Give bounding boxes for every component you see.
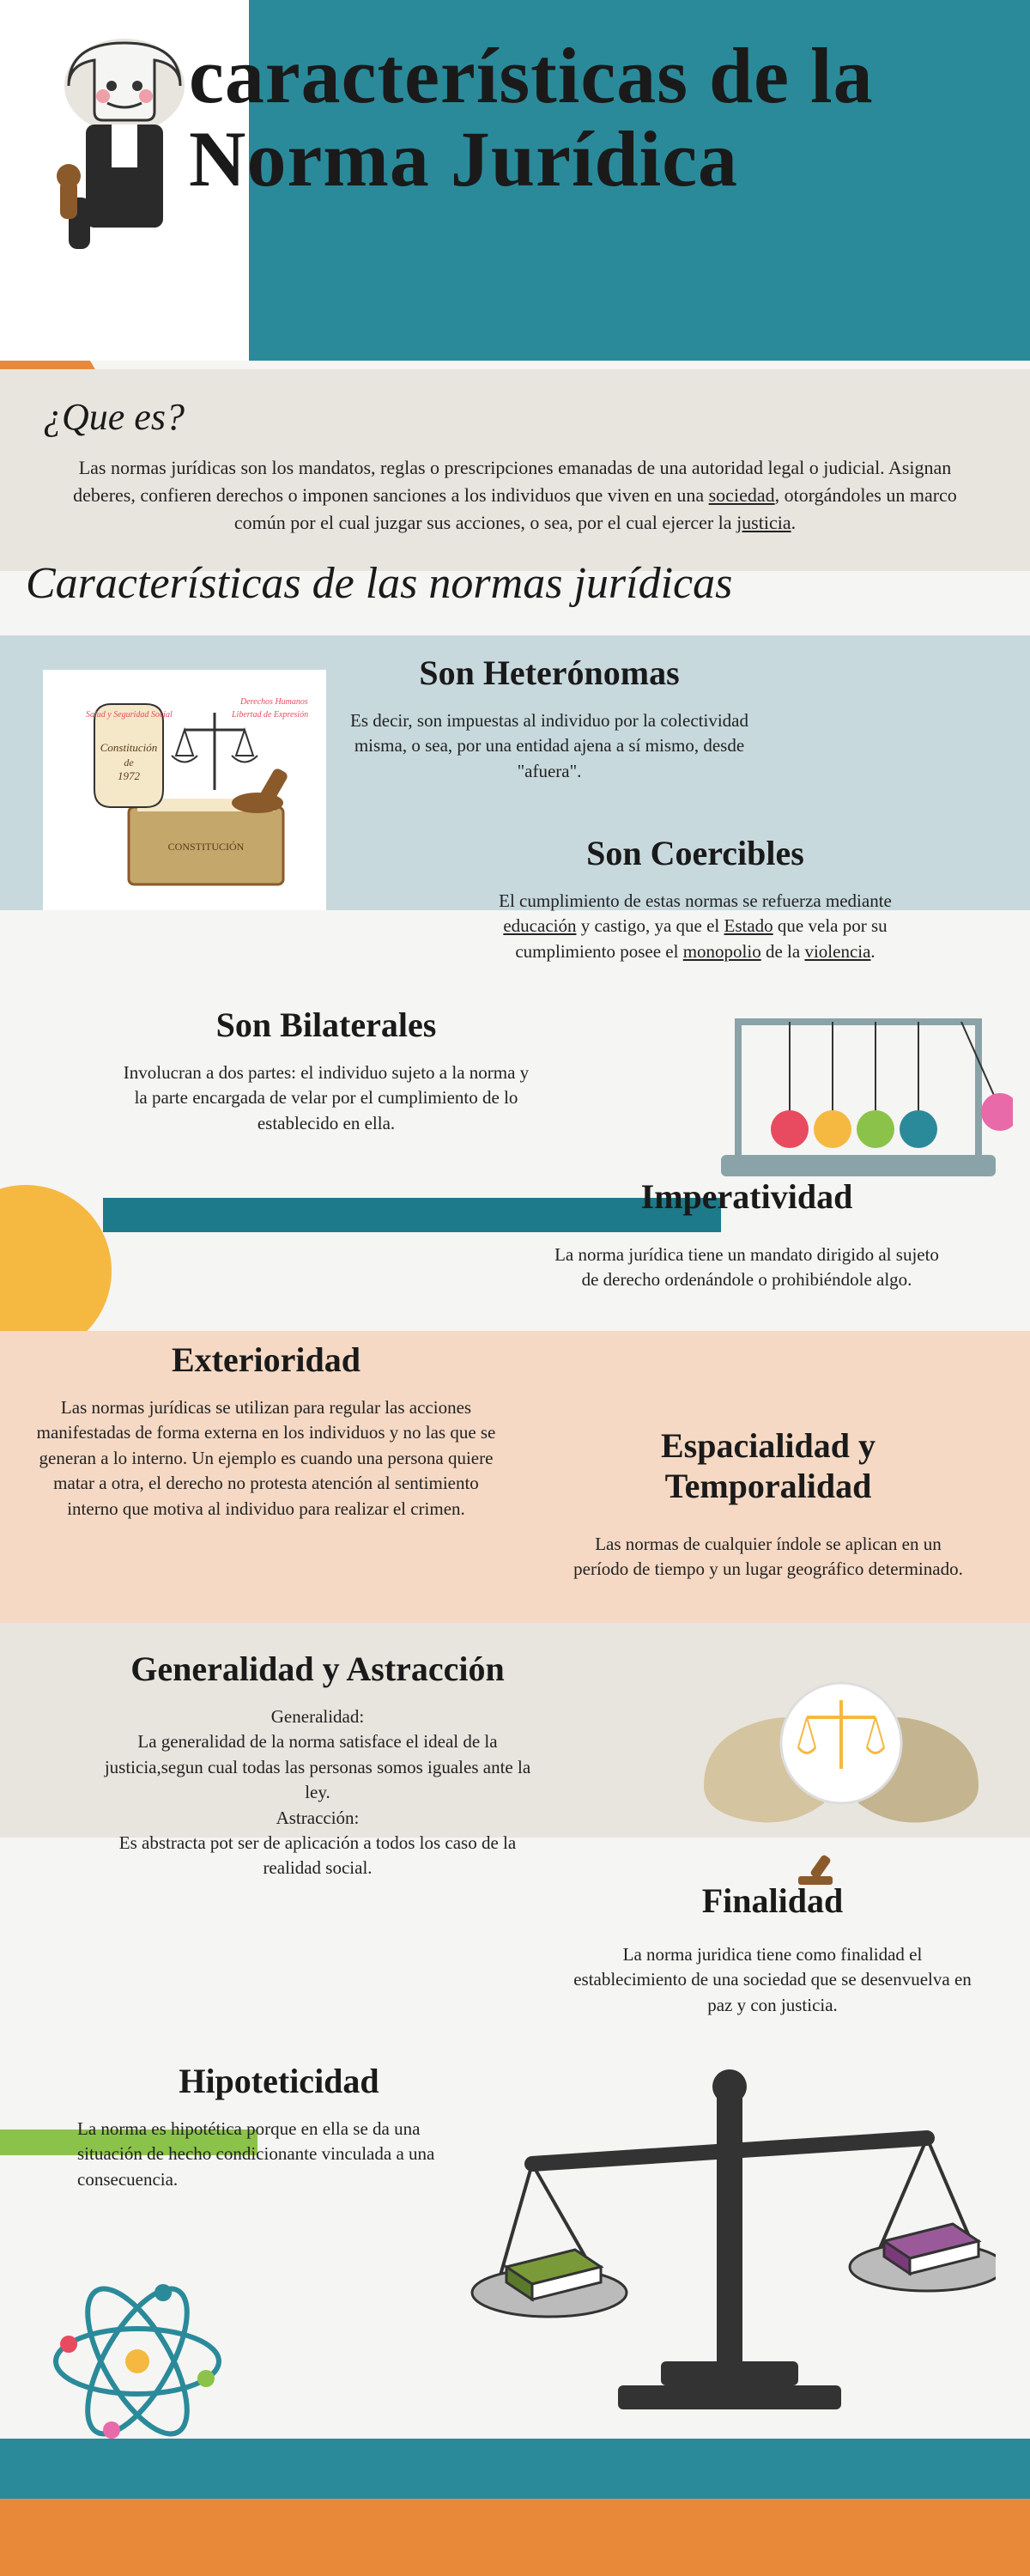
char-imperatividad: Imperatividad La norma jurídica tiene un…: [549, 1176, 944, 1293]
text: .: [870, 941, 875, 962]
text: y castigo, ya que el: [576, 915, 724, 936]
svg-text:1972: 1972: [118, 769, 141, 782]
char-title: Generalidad y Astracción: [94, 1649, 541, 1689]
svg-text:Salud y Seguridad Social: Salud y Seguridad Social: [86, 710, 173, 720]
char-espacialidad: Espacialidad y Temporalidad Las normas d…: [566, 1425, 970, 1583]
char-exterioridad: Exterioridad Las normas jurídicas se uti…: [26, 1340, 506, 1522]
svg-text:Derechos Humanos: Derechos Humanos: [239, 697, 308, 707]
hands-scale-icon: [678, 1614, 1004, 1872]
main-title: características de la Norma Jurídica: [189, 34, 996, 200]
text: El cumplimiento de estas normas se refue…: [499, 890, 892, 911]
char-title: Exterioridad: [26, 1340, 506, 1380]
que-es-body: Las normas jurídicas son los mandatos, r…: [43, 454, 987, 537]
char-text: La norma es hipotética porque en ella se…: [77, 2117, 481, 2192]
link: educación: [503, 915, 576, 936]
char-title: Son Heterónomas: [343, 653, 755, 693]
link: monopolio: [683, 941, 761, 962]
gavel-small-icon: [790, 1850, 841, 1893]
char-generalidad: Generalidad y Astracción Generalidad: La…: [94, 1649, 541, 1881]
header: características de la Norma Jurídica: [0, 0, 1030, 361]
link-sociedad: sociedad: [709, 484, 775, 506]
char-hipoteticidad: Hipoteticidad La norma es hipotética por…: [77, 2061, 481, 2192]
link: Estado: [724, 915, 773, 936]
que-es-section: ¿Que es? Las normas jurídicas son los ma…: [0, 369, 1030, 571]
char-text: El cumplimiento de estas normas se refue…: [481, 889, 910, 964]
que-es-heading: ¿Que es?: [43, 395, 987, 439]
link-justicia: justicia: [736, 512, 791, 533]
char-title: Espacialidad y Temporalidad: [566, 1425, 970, 1506]
char-text: Generalidad: La generalidad de la norma …: [94, 1704, 541, 1881]
char-text: Las normas de cualquier índole se aplica…: [566, 1532, 970, 1583]
char-bilaterales: Son Bilaterales Involucran a dos partes:…: [120, 1005, 532, 1136]
svg-text:Constitución: Constitución: [100, 741, 157, 754]
char-title: Hipoteticidad: [77, 2061, 481, 2101]
char-text: La norma jurídica tiene un mandato dirig…: [549, 1242, 944, 1293]
char-title: Finalidad: [566, 1880, 978, 1921]
char-title: Imperatividad: [549, 1176, 944, 1217]
char-finalidad: Finalidad La norma juridica tiene como f…: [566, 1880, 978, 2018]
char-text: Involucran a dos partes: el individuo su…: [120, 1060, 532, 1136]
char-text: La norma juridica tiene como finalidad e…: [566, 1942, 978, 2018]
atom-icon: [43, 2267, 232, 2456]
char-coercibles: Son Coercibles El cumplimiento de estas …: [481, 833, 910, 964]
char-heteronomas: Son Heterónomas Es decir, son impuestas …: [343, 653, 755, 784]
svg-text:de: de: [124, 756, 134, 769]
link: violencia: [804, 941, 870, 962]
infographic-page: características de la Norma Jurídica ¿Qu…: [0, 0, 1030, 2576]
char-title: Son Coercibles: [481, 833, 910, 873]
char-text: Es decir, son impuestas al individuo por…: [343, 708, 755, 784]
char-title: Son Bilaterales: [120, 1005, 532, 1045]
constitution-book-icon: CONSTITUCIÓN Constitución de 1972 Salud …: [43, 670, 326, 910]
svg-text:CONSTITUCIÓN: CONSTITUCIÓN: [168, 841, 245, 853]
text: de la: [761, 941, 805, 962]
scale-books-icon: [464, 2044, 996, 2447]
footer-teal-bar: [0, 2439, 1030, 2499]
footer-orange-bar: [0, 2499, 1030, 2576]
text: .: [791, 512, 797, 533]
char-text: Las normas jurídicas se utilizan para re…: [26, 1395, 506, 1522]
caracteristicas-heading: Características de las normas jurídicas: [26, 558, 732, 609]
svg-text:Libertad de Expresión: Libertad de Expresión: [231, 710, 308, 720]
